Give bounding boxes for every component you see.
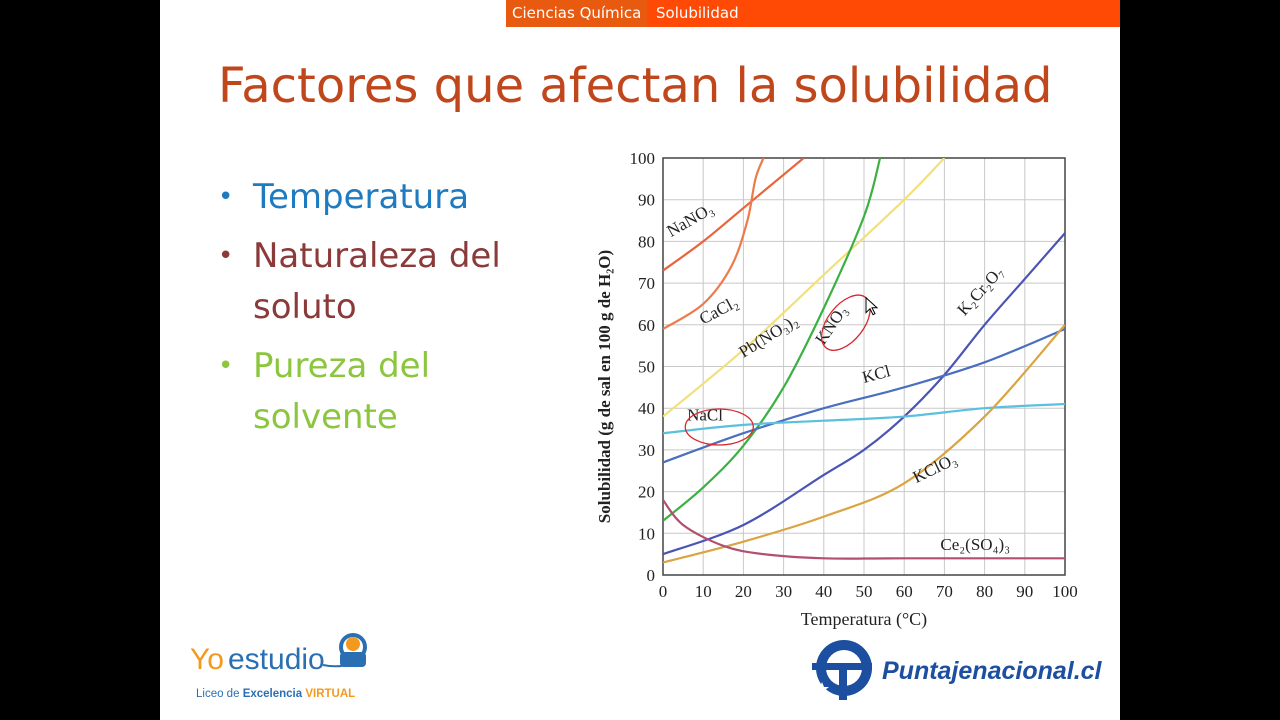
- series-label: NaCl: [687, 406, 723, 425]
- x-tick-label: 60: [896, 582, 913, 601]
- series-line: [663, 324, 1065, 564]
- x-tick-label: 80: [976, 582, 993, 601]
- puntajenacional-logo: Puntajenacional.cl: [812, 640, 1102, 700]
- x-tick-label: 70: [936, 582, 953, 601]
- bullet-text: Temperatura: [253, 177, 470, 217]
- puntaje-wordmark: Puntajenacional.cl: [882, 657, 1102, 685]
- x-tick-label: 90: [1016, 582, 1033, 601]
- series-line: [663, 158, 805, 272]
- header-page-block: [647, 0, 1120, 27]
- header-section-block: [506, 0, 647, 27]
- x-tick-label: 20: [735, 582, 752, 601]
- series-line: [663, 232, 1065, 556]
- bullet-item: • Naturaleza del soluto: [218, 231, 518, 333]
- y-tick-label: 50: [638, 358, 655, 377]
- series-line: [663, 158, 882, 522]
- headset-mascot-icon: [339, 633, 367, 667]
- bullet-dot: •: [218, 241, 234, 271]
- bullet-list: • Temperatura • Naturaleza del soluto • Pur…: [218, 172, 518, 451]
- breadcrumb-section: Ciencias Química: [512, 4, 642, 22]
- bullet-text: Pureza del solvente: [253, 346, 431, 437]
- x-axis-label: Temperatura (°C): [801, 609, 927, 630]
- y-tick-label: 80: [638, 232, 655, 251]
- x-tick-label: 40: [815, 582, 832, 601]
- series-label: Ce₂(SO₄)₃: [940, 535, 1010, 554]
- y-tick-label: 70: [638, 274, 655, 293]
- logo-subtitle: Liceo de Excelencia VIRTUAL: [196, 688, 355, 700]
- y-tick-label: 60: [638, 316, 655, 335]
- x-tick-label: 50: [856, 582, 873, 601]
- x-tick-label: 30: [775, 582, 792, 601]
- slide-title: Factores que afectan la solubilidad: [218, 58, 1053, 114]
- y-tick-label: 30: [638, 441, 655, 460]
- solubility-chart: 0 10 20 30 40 50 60 70 80 90 100 0 10 20 30 40 50 60 70 80 9…: [595, 149, 1078, 630]
- y-tick-label: 40: [638, 399, 655, 418]
- x-tick-label: 100: [1052, 582, 1078, 601]
- y-tick-label: 0: [647, 566, 656, 585]
- series-line: [663, 158, 765, 330]
- header-bar: Ciencias Química Solubilidad: [160, 0, 1120, 27]
- bullet-item: • Pureza del solvente: [218, 341, 518, 443]
- bullet-text: Naturaleza del soluto: [253, 236, 501, 327]
- y-tick-label: 20: [638, 483, 655, 502]
- slide: Ciencias Química Solubilidad Factores qu…: [160, 0, 1120, 720]
- bullet-dot: •: [218, 182, 234, 212]
- y-tick-label: 100: [630, 149, 656, 168]
- logo-estudio-word: estudio: [228, 643, 325, 676]
- series-line: [663, 327, 1065, 464]
- yo-estudio-logo: Yo estudio Liceo de Excelencia VIRTUAL: [190, 633, 367, 700]
- plot-frame: [662, 157, 1066, 576]
- logo-swoosh-icon: [322, 663, 351, 668]
- breadcrumb-page: Solubilidad: [656, 4, 739, 22]
- x-tick-label: 10: [695, 582, 712, 601]
- y-tick-label: 90: [638, 191, 655, 210]
- highlight-circle: [684, 408, 754, 446]
- y-tick-label: 10: [638, 524, 655, 543]
- series-line: [663, 499, 1065, 560]
- y-axis-label: Solubilidad (g de sal en 100 g de H₂O): [595, 250, 614, 523]
- series-line: [663, 158, 946, 418]
- bullet-dot: •: [218, 351, 234, 381]
- logo-yo-word: Yo: [190, 643, 224, 676]
- mouse-cursor-icon: [865, 296, 879, 316]
- bullet-item: • Temperatura: [218, 172, 518, 223]
- x-tick-label: 0: [659, 582, 668, 601]
- puntaje-emblem-icon: [812, 640, 872, 700]
